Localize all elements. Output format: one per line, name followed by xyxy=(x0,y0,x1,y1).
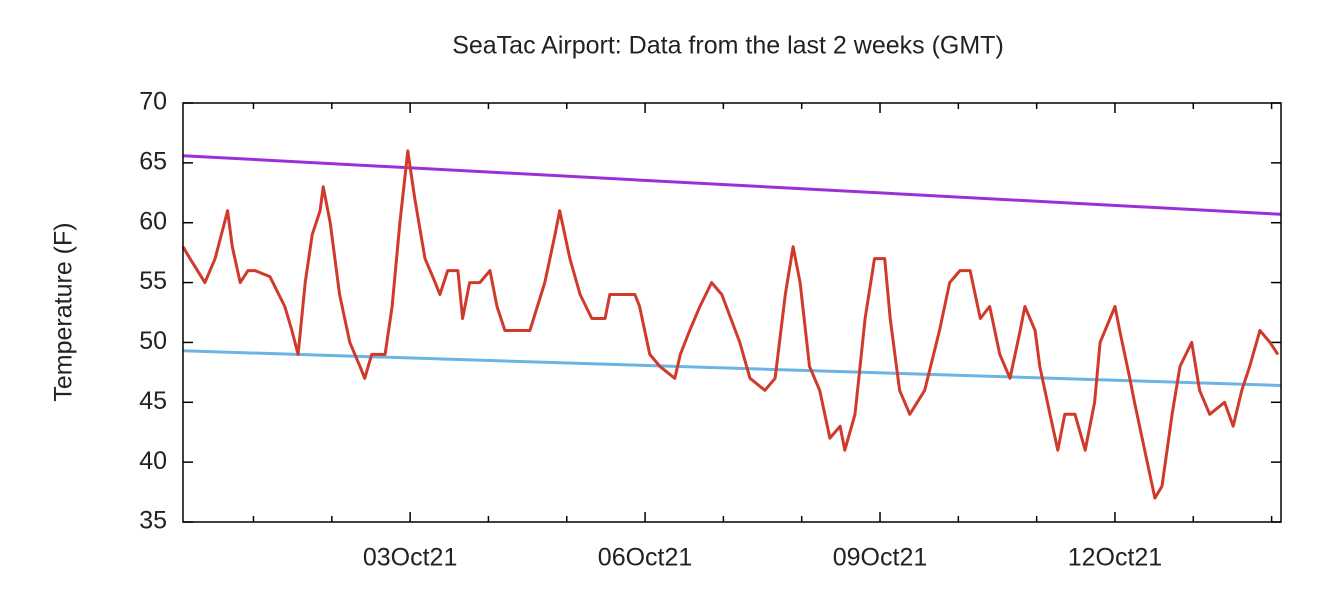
x-tick-label: 09Oct21 xyxy=(833,544,928,572)
y-tick-label: 60 xyxy=(139,207,167,235)
temperature-line xyxy=(182,349,1282,387)
y-tick-label: 50 xyxy=(139,327,167,355)
y-tick-label: 70 xyxy=(139,88,167,116)
x-tick-label: 03Oct21 xyxy=(363,544,458,572)
y-tick-label: 40 xyxy=(139,447,167,475)
y-axis-label: Temperature (F) xyxy=(50,222,78,401)
temperature-line xyxy=(182,154,1282,216)
chart-title: SeaTac Airport: Data from the last 2 wee… xyxy=(452,32,1004,60)
x-tick-label: 06Oct21 xyxy=(598,544,693,572)
x-tick-label: 12Oct21 xyxy=(1068,544,1163,572)
y-tick-label: 45 xyxy=(139,387,167,415)
y-tick-label: 55 xyxy=(139,267,167,295)
y-tick-label: 65 xyxy=(139,147,167,175)
plot-frame xyxy=(182,102,1282,523)
temperature-line xyxy=(181,149,1280,500)
y-tick-label: 35 xyxy=(139,507,167,535)
